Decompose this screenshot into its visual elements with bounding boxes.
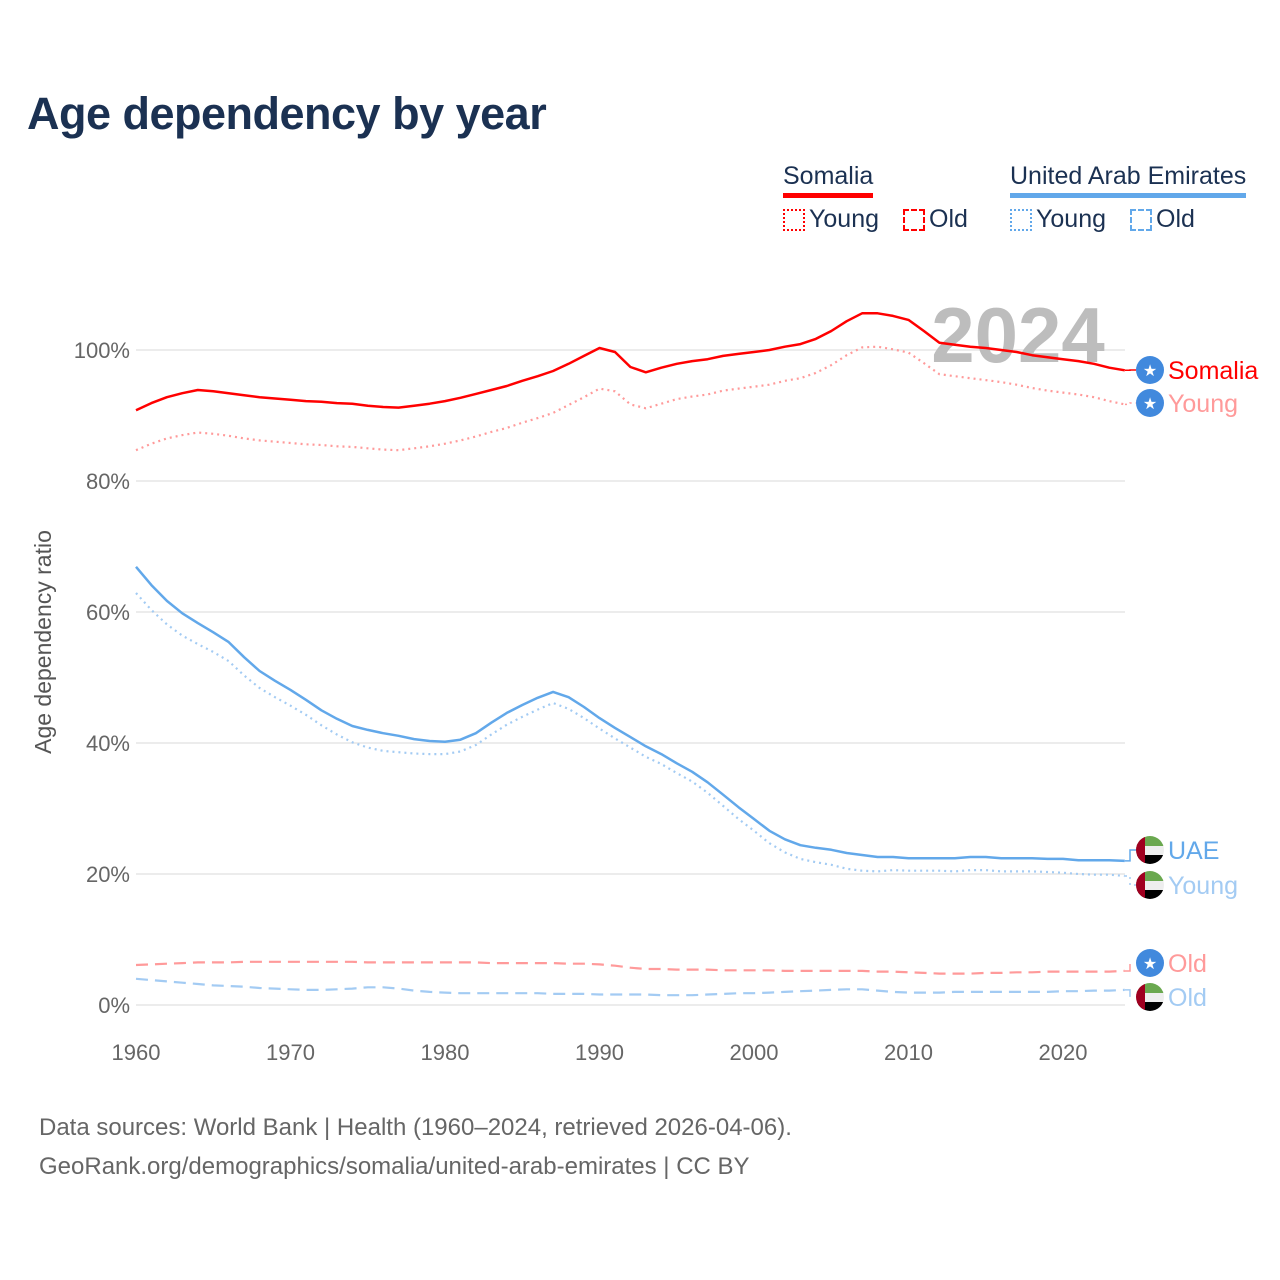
series-line-united-arab-emirates-old (135, 977, 1125, 997)
star-icon: ★ (1143, 396, 1157, 413)
series-end-label: Young (1168, 390, 1238, 418)
x-tick-label: 1960 (112, 1040, 161, 1065)
uae-flag-icon (1136, 871, 1164, 899)
green-stripe (1136, 871, 1164, 881)
y-axis-label: Age dependency ratio (30, 530, 56, 754)
somalia-flag-icon: ★ (1136, 356, 1164, 384)
legend-somalia[interactable]: Somalia (783, 162, 874, 198)
flag-stripes (1136, 871, 1164, 899)
x-tick-label: 2020 (1039, 1040, 1088, 1065)
flag-background (1136, 389, 1164, 417)
series-line-united-arab-emirates-young (135, 592, 1125, 878)
series-end-label: Old (1168, 984, 1207, 1012)
y-tick-label: 100% (74, 338, 130, 363)
y-tick-label: 60% (86, 600, 130, 625)
flag-stripes (1136, 983, 1164, 1011)
x-tick-label: 1980 (421, 1040, 470, 1065)
y-tick-label: 20% (86, 862, 130, 887)
dotted-swatch-icon (783, 208, 805, 231)
series-line-somalia-young (135, 345, 1126, 452)
legend-label: Old (1156, 205, 1195, 233)
legend-label: Young (1036, 205, 1106, 233)
label-connector (1125, 962, 1136, 972)
data-source-note: Data sources: World Bank | Health (1960–… (39, 1114, 792, 1141)
black-stripe (1136, 890, 1164, 899)
x-tick-label: 1990 (575, 1040, 624, 1065)
uae-flag-icon (1136, 836, 1164, 864)
flag-background (1136, 356, 1164, 384)
label-connector (1125, 402, 1136, 406)
y-tick-label: 0% (98, 993, 130, 1018)
star-icon: ★ (1143, 363, 1157, 380)
attribution-link[interactable]: GeoRank.org/demographics/somalia/united-… (39, 1153, 750, 1180)
y-tick-label: 80% (86, 469, 130, 494)
somalia-flag-icon: ★ (1136, 949, 1164, 977)
label-connector (1125, 875, 1136, 886)
flag-stripes (1136, 836, 1164, 864)
legend-uae[interactable]: United Arab Emirates (1010, 162, 1247, 198)
dotted-swatch-icon (1010, 208, 1032, 231)
label-connector (1125, 989, 1136, 998)
footer: Data sources: World Bank | Health (1960–… (39, 1108, 792, 1186)
white-stripe (1136, 993, 1164, 1002)
green-stripe (1136, 836, 1164, 846)
chart-title: Age dependency by year (27, 88, 547, 139)
series-end-label: Somalia (1168, 357, 1258, 385)
star-icon: ★ (1143, 956, 1157, 973)
series-line-somalia (135, 312, 1126, 412)
legend-uae-old[interactable]: Old (1130, 205, 1195, 234)
legend-label: Young (809, 205, 879, 233)
white-stripe (1136, 846, 1164, 855)
somalia-flag-icon: ★ (1136, 389, 1164, 417)
series-line-united-arab-emirates (135, 565, 1125, 863)
legend-uae-young[interactable]: Young (1010, 205, 1106, 234)
red-band (1136, 871, 1145, 899)
green-stripe (1136, 983, 1164, 993)
black-stripe (1136, 1002, 1164, 1011)
series-end-label: Young (1168, 872, 1238, 900)
legend-somalia-old[interactable]: Old (903, 205, 968, 234)
x-tick-label: 2010 (884, 1040, 933, 1065)
y-tick-label: 40% (86, 731, 130, 756)
x-tick-label: 2000 (730, 1040, 779, 1065)
red-band (1136, 983, 1145, 1011)
red-band (1136, 836, 1145, 864)
label-connector (1125, 849, 1136, 862)
series-line-somalia-old (135, 960, 1125, 975)
dashed-swatch-icon (1130, 208, 1152, 231)
legend-label: Old (929, 205, 968, 233)
uae-flag-icon (1136, 983, 1164, 1011)
x-tick-label: 1970 (266, 1040, 315, 1065)
series-end-label: UAE (1168, 837, 1219, 865)
white-stripe (1136, 881, 1164, 890)
legend-somalia-young[interactable]: Young (783, 205, 879, 234)
dashed-swatch-icon (903, 208, 925, 231)
black-stripe (1136, 855, 1164, 864)
year-watermark: 2024 (931, 291, 1105, 379)
series-end-label: Old (1168, 950, 1207, 978)
flag-background (1136, 949, 1164, 977)
